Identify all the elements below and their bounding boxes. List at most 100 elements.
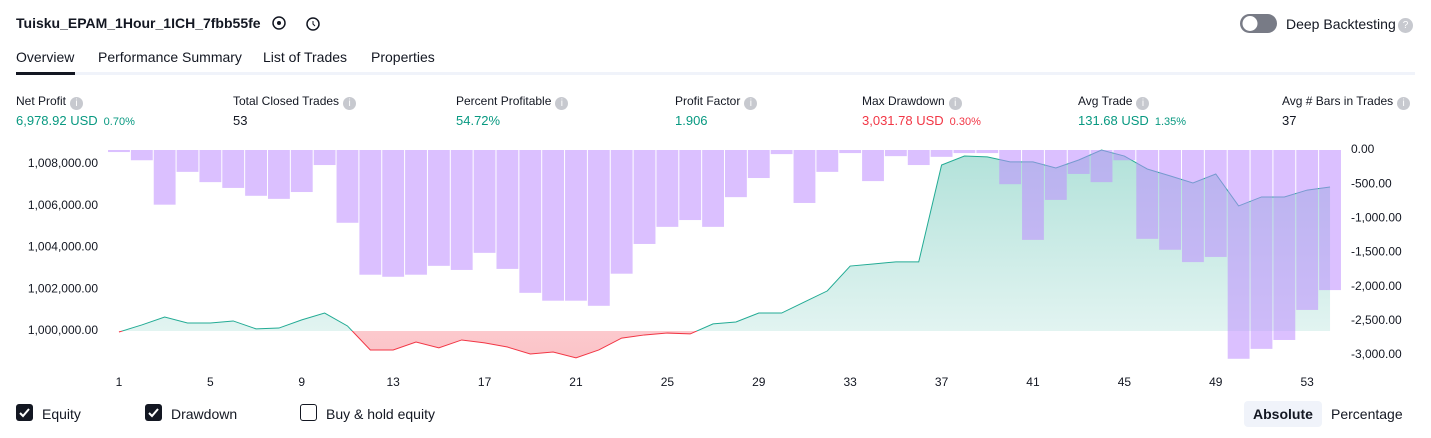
mode-button[interactable]: Percentage <box>1331 406 1403 422</box>
strategy-title: Tuisku_EPAM_1Hour_1ICH_7fbb55fe <box>16 15 261 31</box>
drawdown-bar <box>884 150 907 157</box>
x-tick-label: 9 <box>298 375 305 389</box>
y-tick-label: 1,006,000.00 <box>28 198 98 212</box>
y2-tick-label: -500.00 <box>1351 176 1392 190</box>
drawdown-bar <box>176 150 199 172</box>
info-icon[interactable]: i <box>343 97 357 110</box>
drawdown-bar <box>519 150 542 293</box>
tab[interactable]: Properties <box>371 49 435 65</box>
drawdown-bar <box>542 150 565 301</box>
tab[interactable]: Performance Summary <box>98 49 242 65</box>
drawdown-bar <box>587 150 610 306</box>
drawdown-bar <box>793 150 816 203</box>
drawdown-bar <box>770 150 793 155</box>
y2-tick-label: -2,000.00 <box>1351 279 1402 293</box>
metric-label: Profit Factor i <box>675 94 758 110</box>
metric-label: Avg # Bars in Trades i <box>1282 94 1411 110</box>
drawdown-bar <box>1113 150 1136 161</box>
tab[interactable]: List of Trades <box>263 49 348 65</box>
info-icon[interactable]: i <box>70 97 84 110</box>
drawdown-bar <box>267 150 290 199</box>
drawdown-bar <box>336 150 359 223</box>
metric-label-text: Avg Trade <box>1078 94 1133 108</box>
drawdown-bar <box>1182 150 1204 263</box>
drawdown-bar <box>1250 150 1273 349</box>
x-tick-label: 13 <box>386 375 400 389</box>
drawdown-bar <box>1090 150 1113 183</box>
drawdown-bar <box>405 150 427 275</box>
metric-value: 1.906 <box>675 113 708 128</box>
drawdown-bar <box>1296 150 1319 310</box>
drawdown-bar <box>930 150 953 157</box>
metric-label-text: Max Drawdown <box>862 94 945 108</box>
drawdown-bar <box>450 150 473 270</box>
metric-value-text: 6,978.92 USD <box>16 113 98 128</box>
info-icon[interactable]: i <box>1136 97 1150 110</box>
y2-tick-label: 0.00 <box>1351 142 1375 156</box>
legend-label: Equity <box>42 406 81 422</box>
info-icon[interactable]: i <box>948 97 962 110</box>
drawdown-bar <box>679 150 702 221</box>
x-tick-label: 49 <box>1209 375 1223 389</box>
toggle[interactable] <box>1239 13 1279 35</box>
metric-value-text: 3,031.78 USD <box>862 113 944 128</box>
checkbox[interactable] <box>16 404 33 421</box>
header-icons[interactable] <box>270 14 330 34</box>
drawdown-bar <box>953 150 976 154</box>
drawdown-bar <box>1227 150 1250 359</box>
legend-label: Drawdown <box>171 406 238 422</box>
metric-value-text: 54.72% <box>456 113 501 128</box>
drawdown-bar <box>1273 150 1296 340</box>
checkbox[interactable] <box>300 404 317 421</box>
drawdown-bar <box>290 150 313 193</box>
drawdown-bar <box>907 150 930 166</box>
metric-percent: 0.30% <box>949 116 981 128</box>
x-tick-label: 21 <box>569 375 583 389</box>
tab[interactable]: Overview <box>16 49 75 65</box>
drawdown-bar <box>473 150 496 253</box>
drawdown-bar <box>839 150 862 154</box>
metric-value-text: 1.906 <box>675 113 708 128</box>
drawdown-bar <box>108 150 130 153</box>
drawdown-bar <box>725 150 747 198</box>
y-tick-label: 1,000,000.00 <box>28 323 98 337</box>
x-tick-label: 1 <box>116 375 123 389</box>
drawdown-bar <box>222 150 245 188</box>
checkbox[interactable] <box>145 404 162 421</box>
metric-label-text: Total Closed Trades <box>233 94 340 108</box>
drawdown-bar <box>656 150 679 227</box>
drawdown-bar <box>130 150 153 161</box>
x-tick-label: 5 <box>207 375 214 389</box>
x-tick-label: 33 <box>843 375 857 389</box>
drawdown-bar <box>313 150 336 166</box>
info-icon[interactable]: i <box>555 97 569 110</box>
x-tick-label: 53 <box>1301 375 1315 389</box>
drawdown-bar <box>1319 150 1341 291</box>
drawdown-bar <box>245 150 267 196</box>
drawdown-bar <box>1136 150 1159 239</box>
x-tick-label: 25 <box>661 375 675 389</box>
drawdown-bar <box>382 150 405 277</box>
drawdown-bar <box>1159 150 1182 250</box>
check <box>148 408 159 418</box>
info-icon[interactable]: i <box>1397 97 1411 110</box>
chart: 1,000,000.00 1,002,000.00 1,004,000.00 1,00… <box>28 142 1402 389</box>
metric-value: 37 <box>1282 113 1296 128</box>
drawdown-bar <box>1067 150 1090 174</box>
mode-button[interactable]: Absolute <box>1244 401 1322 427</box>
drawdown-bar <box>1022 150 1044 240</box>
info-icon[interactable]: i <box>744 97 758 110</box>
drawdown-bar <box>816 150 839 172</box>
metric-value: 131.68 USD 1.35% <box>1078 113 1186 128</box>
metric-label: Percent Profitable i <box>456 94 569 110</box>
drawdown-bar <box>747 150 770 179</box>
metric-value-text: 37 <box>1282 113 1297 128</box>
metric-percent: 0.70% <box>103 116 135 128</box>
info-icon[interactable]: ? <box>1398 18 1413 33</box>
x-tick-label: 29 <box>752 375 766 389</box>
active-tab-underline <box>16 72 75 75</box>
metric-value: 54.72% <box>456 113 500 128</box>
metric-label-text: Net Profit <box>16 94 67 108</box>
metric-value: 53 <box>233 113 247 128</box>
y-tick-label: 1,004,000.00 <box>28 240 98 254</box>
